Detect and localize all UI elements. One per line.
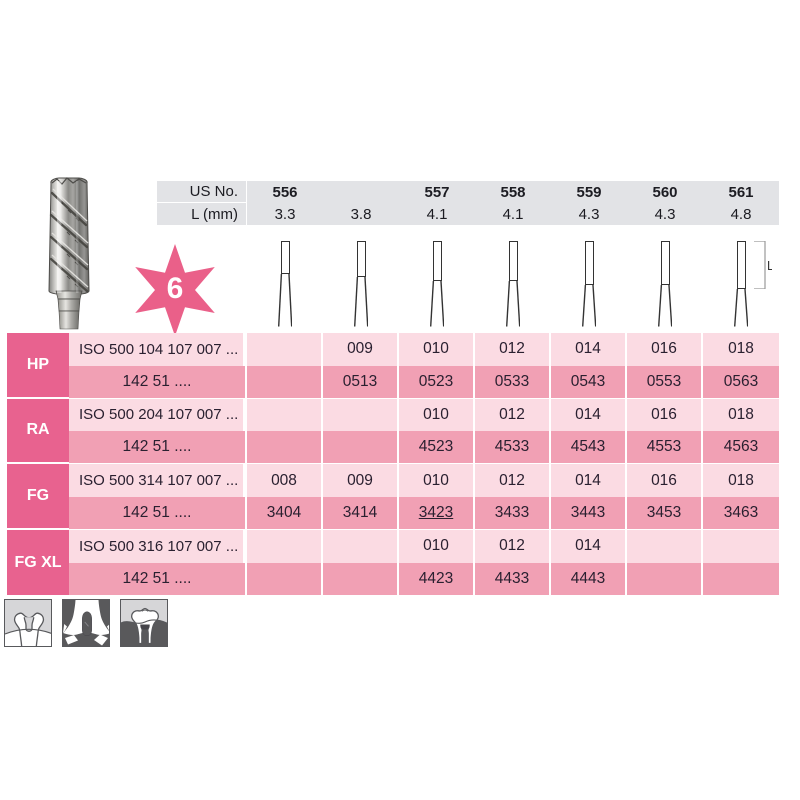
svg-text:L: L xyxy=(767,259,772,273)
svg-text:6: 6 xyxy=(167,272,184,305)
